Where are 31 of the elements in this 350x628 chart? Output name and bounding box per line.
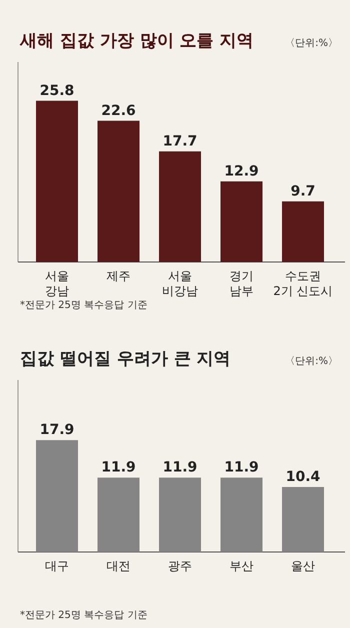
x-tick-label: 대구	[45, 559, 69, 573]
x-tick-label: 광주	[168, 559, 192, 573]
bar	[159, 151, 201, 262]
data-label: 11.9	[224, 460, 259, 476]
data-label: 25.8	[40, 82, 74, 99]
x-tick-label: 울산	[291, 559, 315, 573]
text: 〈단위:%〉	[285, 38, 338, 49]
x-tick-label: 서울 비강남	[162, 269, 198, 298]
bar	[282, 201, 324, 262]
data-label: 11.9	[101, 460, 136, 476]
bar	[98, 120, 140, 262]
x-tick-label: 제주	[106, 269, 130, 283]
x-tick-label: 수도권 2기 신도시	[273, 269, 333, 298]
data-label: 17.9	[40, 422, 74, 438]
chart-title: 집값 떨어질 우려가 큰 지역	[20, 349, 231, 369]
data-label: 17.7	[162, 133, 198, 150]
x-tick-label: 서울 강남	[45, 269, 69, 298]
text: 〈단위:%〉	[285, 356, 338, 367]
data-label: 11.9	[162, 460, 198, 476]
text: *전문가 25명 복수응답 기준	[20, 610, 148, 621]
data-label: 22.6	[101, 102, 136, 119]
text: *전문가 25명 복수응답 기준	[20, 300, 148, 311]
data-label: 12.9	[224, 163, 259, 180]
chart-title: 새해 집값 가장 많이 오를 지역	[19, 31, 254, 51]
x-tick-label: 대전	[106, 559, 130, 573]
data-label: 9.7	[290, 183, 316, 200]
x-tick-label: 경기 남부	[230, 269, 254, 298]
bar	[220, 181, 262, 262]
bar	[36, 100, 78, 262]
data-label: 10.4	[286, 469, 321, 485]
x-tick-label: 부산	[230, 559, 254, 573]
